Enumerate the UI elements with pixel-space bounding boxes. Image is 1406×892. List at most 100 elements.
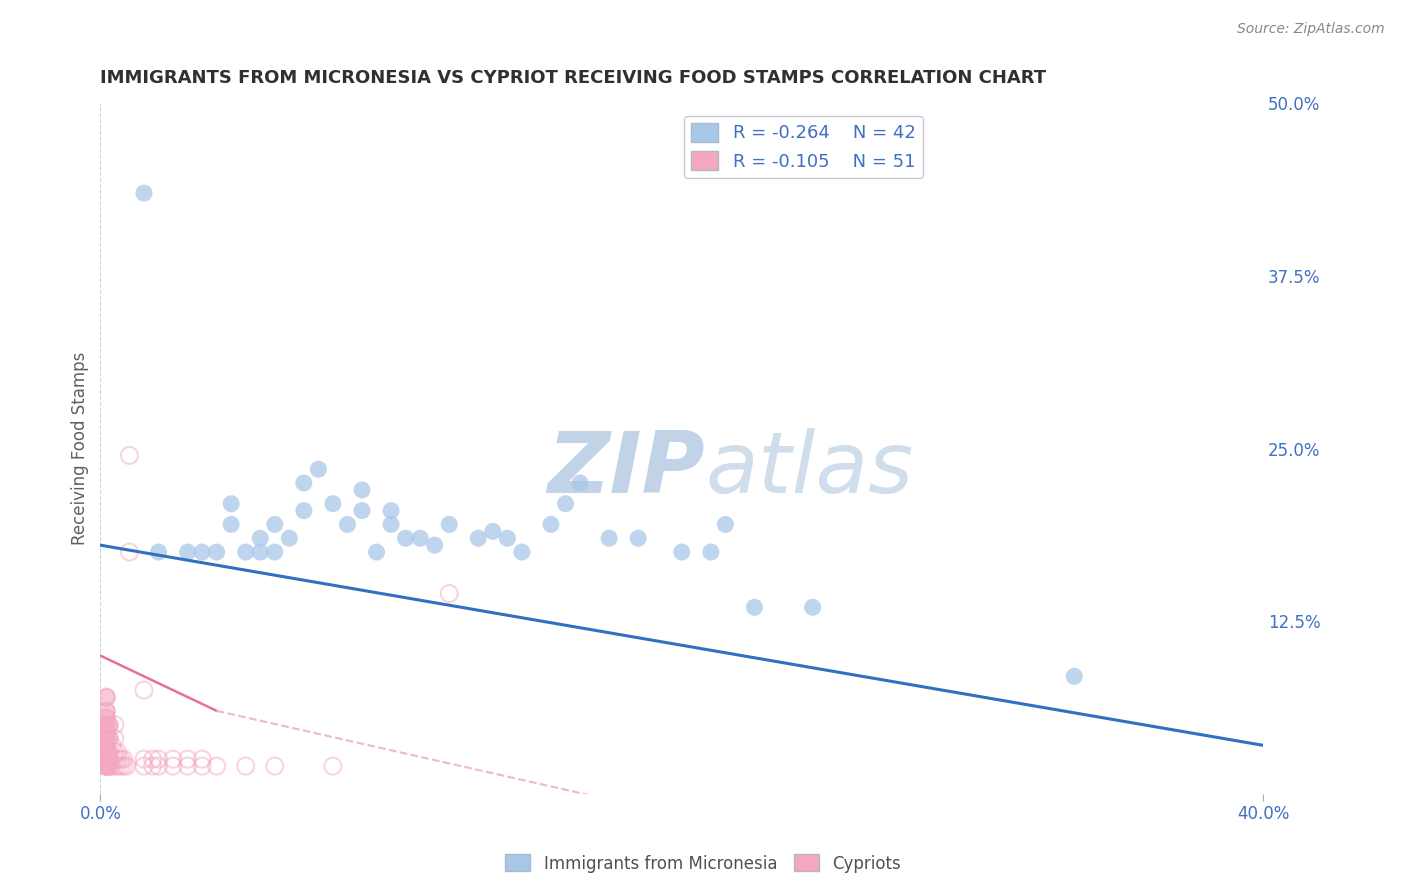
Point	[467, 531, 489, 545]
Point	[96, 717, 118, 731]
Point	[1063, 669, 1085, 683]
Point	[107, 745, 129, 759]
Point	[98, 759, 121, 773]
Point	[235, 545, 257, 559]
Point	[98, 759, 121, 773]
Point	[96, 724, 118, 739]
Point	[96, 711, 118, 725]
Point	[104, 717, 127, 731]
Point	[96, 759, 118, 773]
Point	[496, 531, 519, 545]
Point	[322, 759, 344, 773]
Point	[118, 449, 141, 463]
Point	[219, 517, 242, 532]
Point	[219, 497, 242, 511]
Text: IMMIGRANTS FROM MICRONESIA VS CYPRIOT RECEIVING FOOD STAMPS CORRELATION CHART: IMMIGRANTS FROM MICRONESIA VS CYPRIOT RE…	[100, 69, 1046, 87]
Point	[98, 731, 121, 746]
Text: Source: ZipAtlas.com: Source: ZipAtlas.com	[1237, 22, 1385, 37]
Point	[366, 545, 388, 559]
Point	[112, 759, 135, 773]
Point	[249, 531, 271, 545]
Point	[96, 711, 118, 725]
Point	[132, 759, 155, 773]
Point	[307, 462, 329, 476]
Point	[96, 704, 118, 718]
Point	[142, 759, 165, 773]
Point	[278, 531, 301, 545]
Legend: R = -0.264    N = 42, R = -0.105    N = 51: R = -0.264 N = 42, R = -0.105 N = 51	[683, 116, 922, 178]
Text: ZIP: ZIP	[547, 428, 704, 511]
Point	[110, 759, 132, 773]
Point	[148, 545, 170, 559]
Point	[104, 745, 127, 759]
Point	[263, 517, 285, 532]
Point	[162, 752, 184, 766]
Point	[569, 476, 592, 491]
Point	[176, 752, 198, 766]
Point	[148, 759, 170, 773]
Point	[510, 545, 533, 559]
Point	[292, 503, 315, 517]
Point	[101, 752, 124, 766]
Point	[380, 517, 402, 532]
Point	[96, 690, 118, 704]
Point	[118, 545, 141, 559]
Text: atlas: atlas	[704, 428, 912, 511]
Point	[801, 600, 824, 615]
Point	[714, 517, 737, 532]
Point	[96, 717, 118, 731]
Point	[101, 739, 124, 753]
Point	[96, 745, 118, 759]
Point	[380, 503, 402, 517]
Point	[437, 517, 460, 532]
Point	[409, 531, 432, 545]
Point	[336, 517, 359, 532]
Point	[132, 752, 155, 766]
Point	[96, 690, 118, 704]
Point	[96, 731, 118, 746]
Point	[744, 600, 766, 615]
Point	[98, 745, 121, 759]
Point	[176, 759, 198, 773]
Point	[627, 531, 650, 545]
Point	[98, 745, 121, 759]
Point	[191, 759, 214, 773]
Point	[263, 545, 285, 559]
Point	[191, 545, 214, 559]
Point	[142, 752, 165, 766]
Point	[249, 545, 271, 559]
Point	[671, 545, 693, 559]
Point	[104, 731, 127, 746]
Point	[394, 531, 416, 545]
Point	[110, 752, 132, 766]
Point	[98, 717, 121, 731]
Point	[191, 752, 214, 766]
Point	[322, 497, 344, 511]
Point	[176, 545, 198, 559]
Point	[482, 524, 505, 539]
Point	[263, 759, 285, 773]
Point	[98, 752, 121, 766]
Point	[104, 752, 127, 766]
Point	[107, 752, 129, 766]
Point	[350, 483, 373, 497]
Point	[96, 731, 118, 746]
Point	[162, 759, 184, 773]
Point	[112, 752, 135, 766]
Point	[598, 531, 620, 545]
Point	[540, 517, 562, 532]
Point	[96, 739, 118, 753]
Legend: Immigrants from Micronesia, Cypriots: Immigrants from Micronesia, Cypriots	[499, 847, 907, 880]
Point	[148, 752, 170, 766]
Point	[98, 717, 121, 731]
Point	[96, 724, 118, 739]
Point	[115, 759, 138, 773]
Point	[98, 752, 121, 766]
Point	[554, 497, 576, 511]
Point	[437, 586, 460, 600]
Y-axis label: Receiving Food Stamps: Receiving Food Stamps	[72, 351, 89, 545]
Point	[98, 731, 121, 746]
Point	[350, 503, 373, 517]
Point	[96, 759, 118, 773]
Point	[205, 759, 228, 773]
